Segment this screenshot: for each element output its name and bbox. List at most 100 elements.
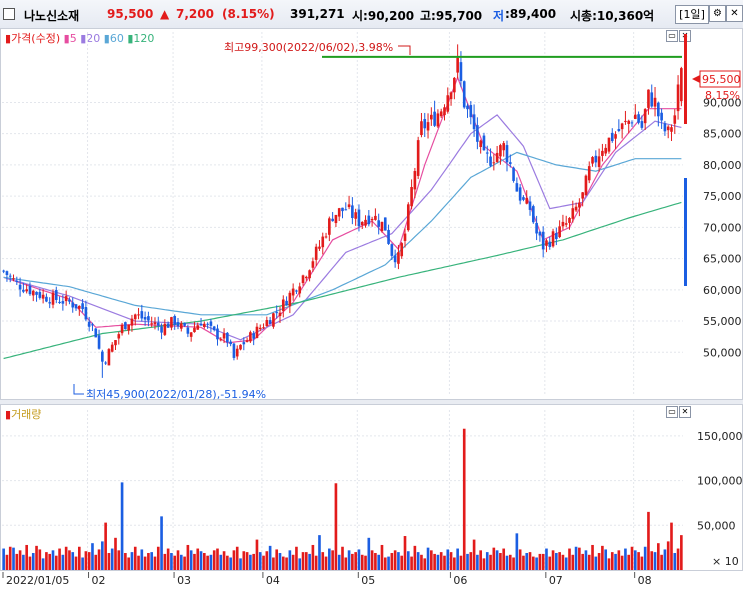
candle-body <box>541 231 545 250</box>
candle-body <box>601 150 604 156</box>
volume-bar <box>653 552 657 570</box>
volume-bar <box>222 551 226 570</box>
volume-bar <box>71 552 75 570</box>
candle-body <box>380 221 384 232</box>
stock-name[interactable]: 나노신소재 <box>24 9 80 23</box>
volume-bar <box>410 556 413 570</box>
candle-body <box>663 123 667 132</box>
candle-body <box>321 236 325 248</box>
candle-body <box>666 126 670 131</box>
candle-body <box>459 62 463 82</box>
volume-bar <box>25 544 28 570</box>
candle-body <box>186 327 190 334</box>
candle-body <box>301 275 305 284</box>
volume-bar <box>196 548 200 570</box>
candle-body <box>413 171 417 190</box>
volume-bar <box>77 546 81 570</box>
volume-bar <box>413 545 417 570</box>
candle-body <box>531 206 535 223</box>
max-price-annotation: 최고99,300(2022/06/02),3.98% <box>224 41 393 54</box>
candle-body <box>367 215 371 225</box>
candle-body <box>630 122 634 124</box>
volume-bar <box>657 543 660 570</box>
volume-bar <box>265 551 269 570</box>
price-legend: ▮가격(수정) ▮5 ▮20 ▮60 ▮120 <box>5 32 155 45</box>
volume-bar <box>492 547 496 570</box>
candle-body <box>222 333 226 339</box>
x-tick-label: 04 <box>266 574 280 587</box>
volume-bar <box>360 554 364 570</box>
volume-bar <box>133 546 137 570</box>
volume-close-icon[interactable]: ✕ <box>679 406 691 418</box>
candle-body <box>555 233 558 240</box>
candle-body <box>68 299 71 302</box>
volume-bar <box>232 550 236 570</box>
candle-body <box>591 157 594 164</box>
volume-bar <box>268 545 272 570</box>
candle-body <box>239 344 242 350</box>
volume-bar <box>337 554 341 570</box>
candle-body <box>561 221 565 227</box>
candle-body <box>28 285 32 295</box>
x-tick-label: 07 <box>549 574 563 587</box>
candle-body <box>614 134 617 139</box>
candle-body <box>166 323 170 328</box>
volume-bar <box>594 556 598 570</box>
candle-body <box>110 344 114 352</box>
volume-bar <box>235 546 239 570</box>
volume-bar <box>620 555 624 570</box>
volume-bar <box>278 553 282 570</box>
candle-body <box>657 102 660 117</box>
volume-bar <box>564 557 568 570</box>
candle-body <box>472 114 476 130</box>
volume-bar <box>370 550 374 570</box>
candle-body <box>647 89 650 108</box>
volume-bar <box>321 552 325 570</box>
volume-tick-label: 150,000 <box>697 430 743 443</box>
panel-minimize-icon[interactable]: ▭ <box>666 30 678 42</box>
volume-bar <box>640 556 644 570</box>
volume-bar <box>91 543 94 570</box>
volume-bar <box>285 557 288 570</box>
candle-body <box>124 322 127 330</box>
candle-body <box>150 323 154 325</box>
open-price: 시:90,200 <box>352 9 415 23</box>
low-price-label: 저 <box>493 9 505 23</box>
volume-bar <box>584 550 588 570</box>
candle-body <box>400 243 404 257</box>
volume-tick-label: 100,000 <box>697 475 743 488</box>
volume-bar <box>502 548 506 570</box>
candle-body <box>160 326 163 333</box>
settings-icon[interactable]: ⚙ <box>709 5 726 22</box>
volume-tick-label: 50,000 <box>697 519 736 532</box>
volume-bar <box>433 553 436 570</box>
candle-body <box>249 332 252 342</box>
volume-bar <box>166 548 170 570</box>
candle-body <box>387 229 390 244</box>
candle-body <box>492 162 496 164</box>
volume-bar <box>140 549 144 570</box>
candle-body <box>597 156 601 167</box>
candle-body <box>255 326 259 339</box>
candle-body <box>288 292 292 307</box>
candle-body <box>420 121 423 136</box>
volume-bar <box>137 555 140 570</box>
candle-body <box>525 197 529 204</box>
ma120-legend: ▮120 <box>127 32 155 45</box>
volume-bar <box>472 539 476 570</box>
candle-body <box>331 218 334 222</box>
volume-bar <box>107 553 111 570</box>
x-tick-label: 08 <box>638 574 652 587</box>
stock-select-checkbox[interactable] <box>3 8 15 20</box>
volume-bar <box>403 536 407 570</box>
volume-minimize-icon[interactable]: ▭ <box>666 406 678 418</box>
volume-bar <box>453 557 456 570</box>
candle-body <box>15 280 19 282</box>
volume-bar <box>110 548 114 570</box>
candle-body <box>265 320 269 327</box>
candle-body <box>12 278 15 280</box>
volume-bar <box>45 552 48 570</box>
x-tick-label: 05 <box>361 574 375 587</box>
period-selector[interactable]: [1일] <box>675 5 709 24</box>
